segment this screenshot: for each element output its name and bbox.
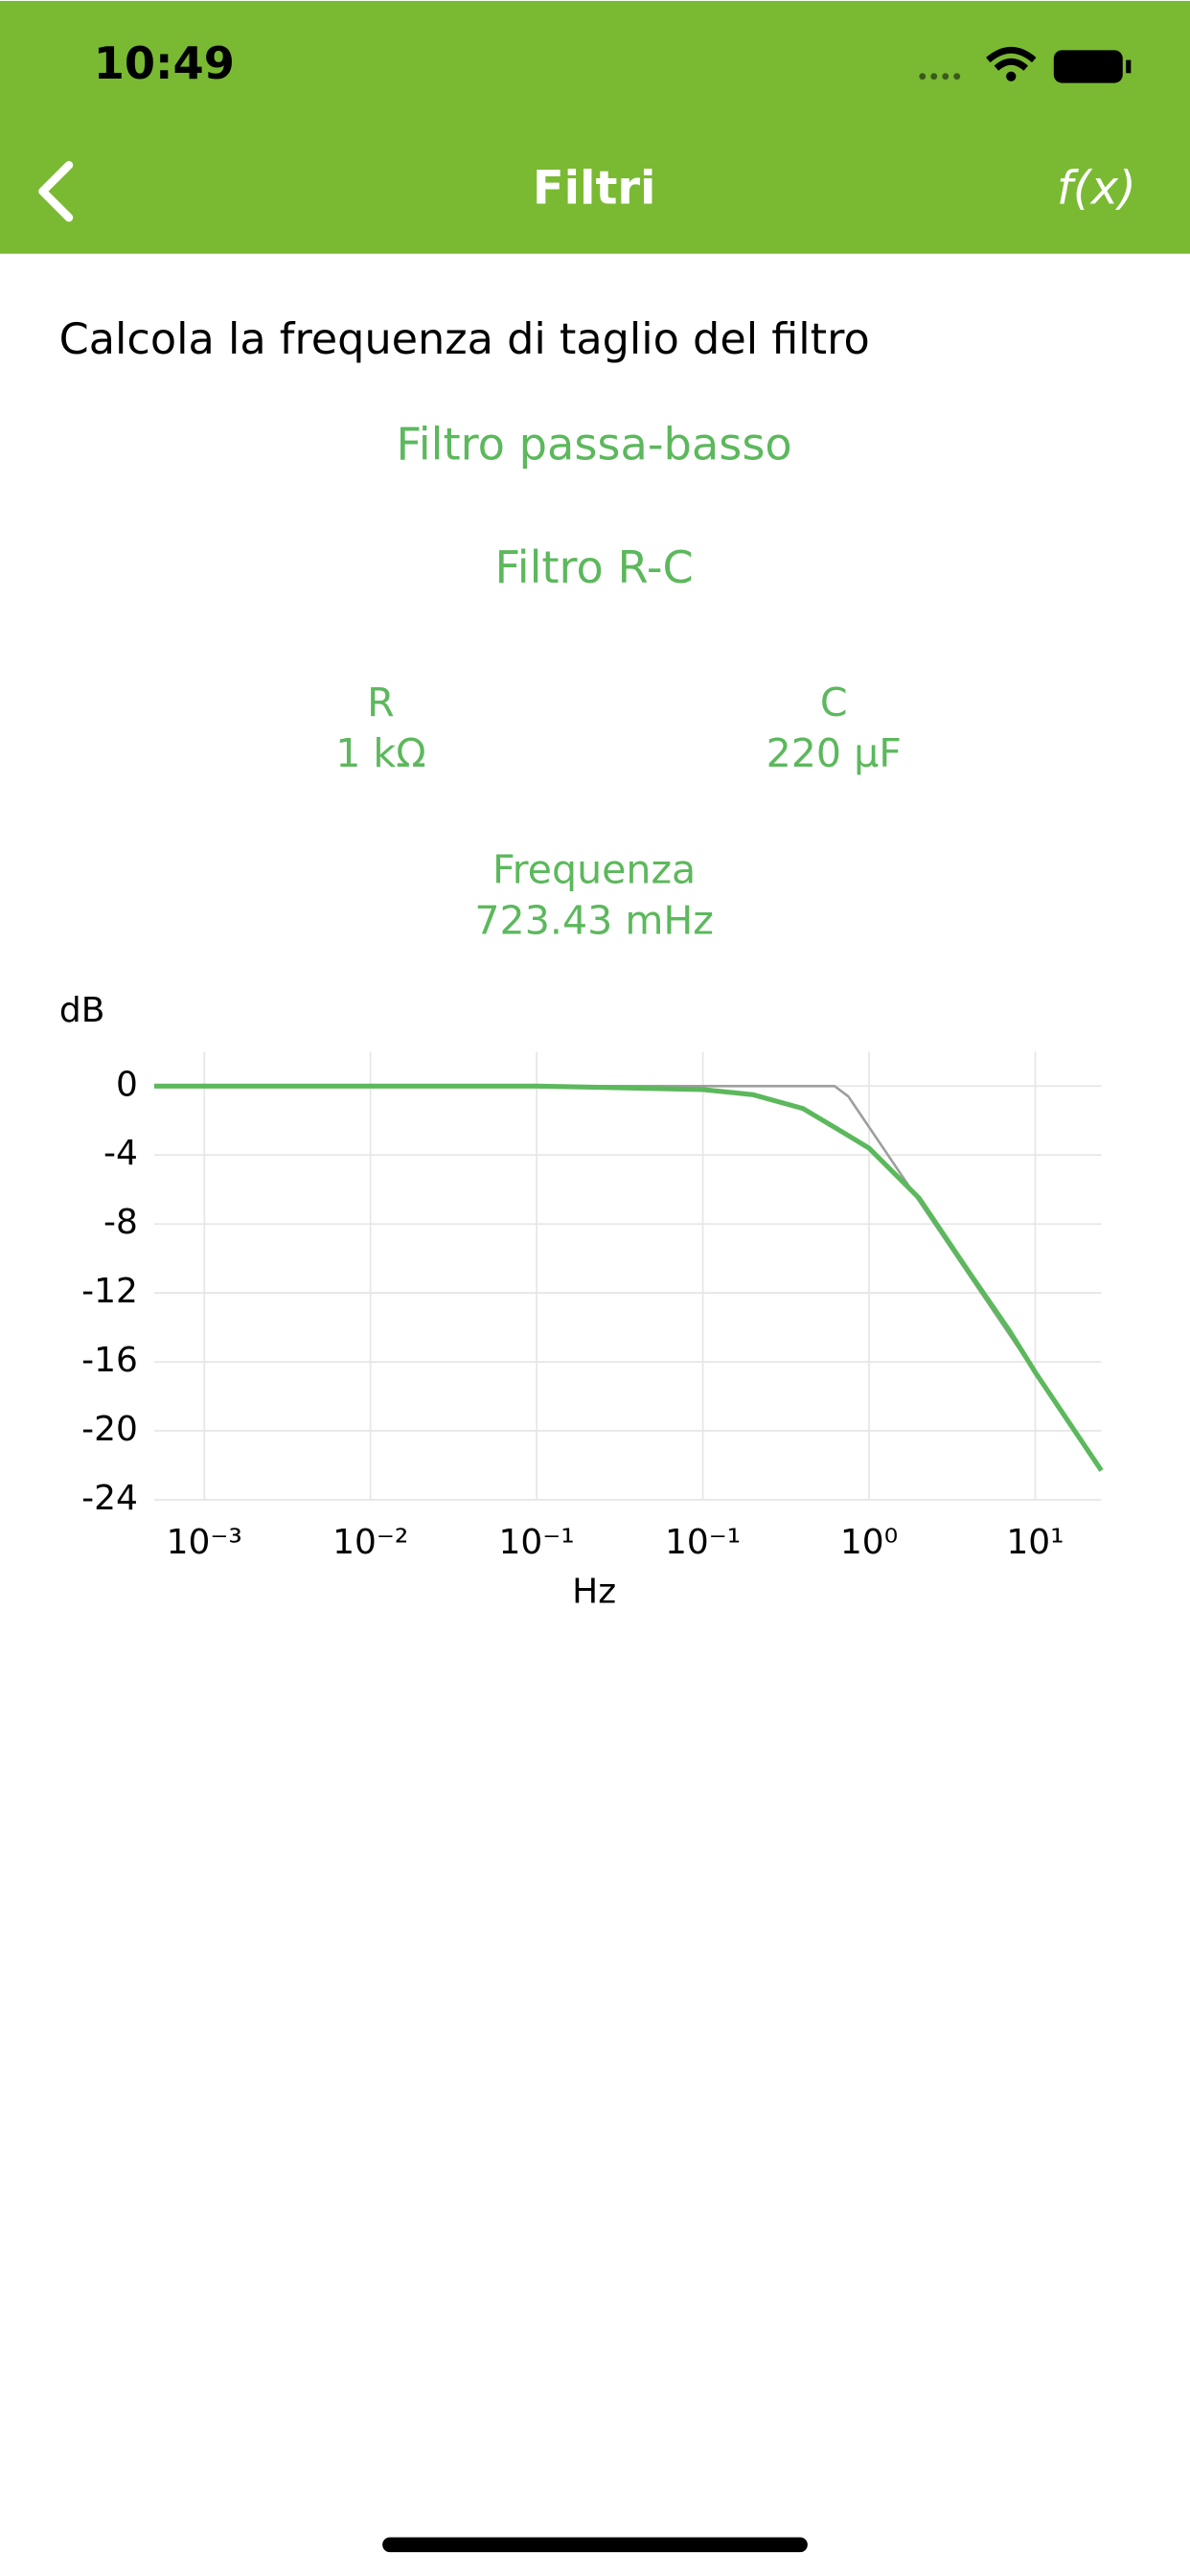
y-tick-label: 0 [116,1065,138,1104]
back-button[interactable] [38,160,74,222]
param-value[interactable]: 1 kΩ [335,730,425,776]
formula-button[interactable]: f(x) [1057,162,1136,216]
param-label[interactable]: C [820,679,848,725]
y-tick-label: -16 [81,1341,138,1380]
intro-text: Calcola la frequenza di taglio del filtr… [59,314,870,364]
y-axis-label: dB [59,991,105,1030]
y-tick-label: -20 [81,1410,138,1449]
param-value[interactable]: 220 µF [767,730,902,776]
y-tick-label: -8 [103,1203,138,1242]
filter-kind[interactable]: Filtro R-C [494,541,693,593]
y-tick-label: -24 [81,1479,138,1518]
filter-type[interactable]: Filtro passa-basso [397,418,792,470]
chart: 0 -4 -8 -12 -16 -20 -24 10⁻³ 10⁻² 10⁻¹ 10⁻¹ 10⁰ 10¹ [81,1051,1104,1562]
line-series [154,1085,1103,1472]
x-axis-label: Hz [572,1573,616,1612]
x-tick-label: 10¹ [1006,1523,1064,1562]
result-value: 723.43 mHz [474,898,713,944]
status-time: 10:49 [94,37,235,89]
nav-title: Filtri [533,162,656,216]
param-label[interactable]: R [367,679,395,725]
x-tick-label: 10⁻¹ [665,1523,741,1562]
header-bar [0,0,1190,254]
x-tick-label: 10⁻² [332,1523,408,1562]
y-tick-label: -4 [103,1134,138,1173]
result-label: Frequenza [492,847,696,893]
x-tick-label: 10⁻¹ [499,1523,575,1562]
status-icons [919,46,1132,83]
home-indicator [382,2537,808,2553]
y-tick-label: -12 [81,1272,138,1311]
x-tick-label: 10⁻³ [167,1523,242,1562]
x-tick-label: 10⁰ [840,1523,898,1562]
line-series [154,1083,1104,1472]
